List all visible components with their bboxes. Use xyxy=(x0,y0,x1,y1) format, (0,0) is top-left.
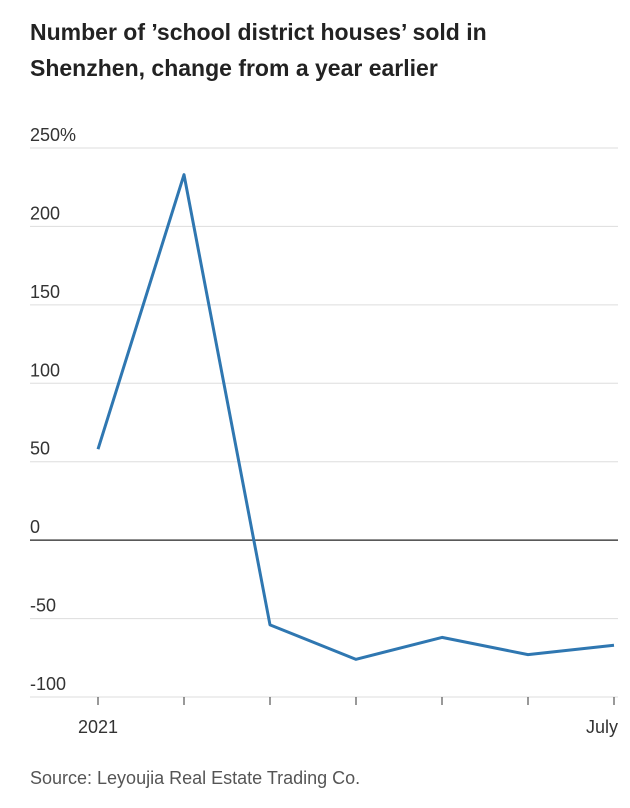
y-tick-label: 0 xyxy=(30,517,40,537)
x-tick-label: July xyxy=(586,717,618,737)
source-note: Source: Leyoujia Real Estate Trading Co. xyxy=(30,768,361,788)
y-tick-label: 200 xyxy=(30,203,60,223)
y-tick-label: 150 xyxy=(30,282,60,302)
data-line xyxy=(96,173,615,661)
x-tick-label: 2021 xyxy=(78,717,118,737)
y-tick-label: 250% xyxy=(30,125,76,145)
y-tick-label: 50 xyxy=(30,439,50,459)
y-tick-label: -100 xyxy=(30,674,66,694)
y-tick-label: -50 xyxy=(30,596,56,616)
chart-title: Number of ’school district houses’ sold … xyxy=(30,19,487,81)
y-tick-label: 100 xyxy=(30,360,60,380)
chart: -100 -50 0 50 100 150 200 250% 2021 July xyxy=(30,125,618,737)
